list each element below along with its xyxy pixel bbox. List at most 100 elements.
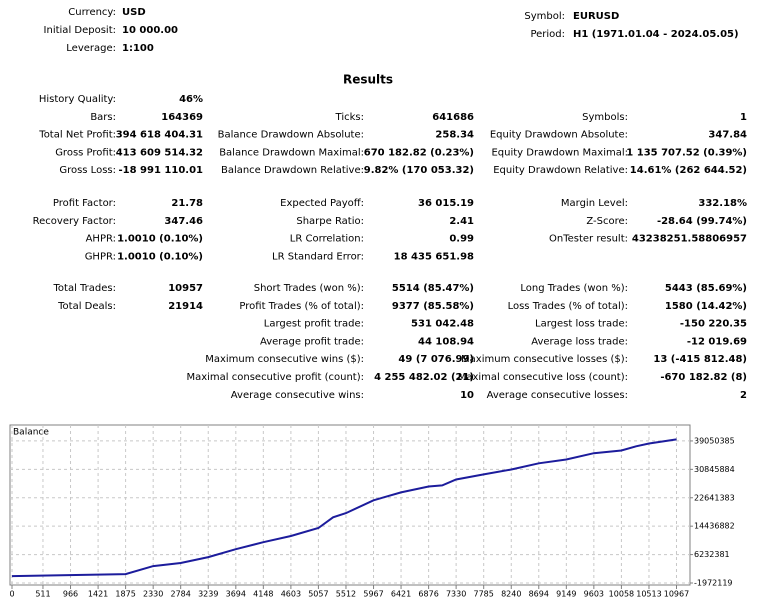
x-tick-label: 6421 [391, 590, 411, 599]
stat-label: Total Net Profit: [38, 130, 116, 141]
stat-value: 21914 [168, 301, 203, 312]
stat-label: Maximal consecutive loss (count): [458, 372, 628, 383]
stat-value: 13 (-415 812.48) [653, 354, 747, 365]
y-tick-label: -1972119 [694, 578, 733, 587]
stat-value: 21.78 [171, 198, 203, 209]
results-title: Results [343, 73, 393, 87]
stat-value: 347.46 [164, 216, 203, 227]
stat-value: 44 108.94 [418, 336, 474, 347]
x-tick-label: 10058 [609, 590, 634, 599]
stat-value: 43238251.58806957 [632, 234, 747, 245]
x-tick-label: 8694 [529, 590, 549, 599]
stat-value: 9377 (85.58%) [392, 301, 474, 312]
x-tick-label: 9603 [584, 590, 604, 599]
stat-label: OnTester result: [549, 234, 628, 245]
stat-label: Equity Drawdown Absolute: [490, 130, 628, 141]
stat-value: -12 019.69 [687, 336, 747, 347]
y-tick-label: 30845884 [694, 465, 735, 474]
stat-label: Long Trades (won %): [520, 283, 628, 294]
stat-value: 0.99 [449, 234, 474, 245]
stat-value: -670 182.82 (8) [660, 372, 747, 383]
stat-label: Maximum consecutive losses ($): [461, 354, 628, 365]
stat-label: Largest profit trade: [264, 319, 364, 330]
x-tick-label: 9149 [556, 590, 576, 599]
stat-label: Average consecutive wins: [231, 390, 364, 401]
chart-title: Balance [13, 428, 49, 438]
stat-label: Profit Factor: [53, 198, 116, 209]
x-tick-label: 3694 [226, 590, 246, 599]
header-value: H1 (1971.01.04 - 2024.05.05) [573, 29, 739, 40]
stat-label: Equity Drawdown Relative: [493, 165, 628, 176]
stat-label: Equity Drawdown Maximal: [491, 147, 628, 158]
stat-label: Gross Loss: [59, 165, 116, 176]
header-value: EURUSD [573, 11, 619, 22]
header-label: Period: [530, 29, 565, 40]
x-tick-label: 10967 [664, 590, 689, 599]
stat-value: 1.0010 (0.10%) [117, 234, 203, 245]
x-tick-label: 2330 [143, 590, 163, 599]
stat-value: 332.18% [698, 198, 747, 209]
stat-value: 4 255 482.02 (21) [374, 372, 474, 383]
stat-label: Average consecutive losses: [487, 390, 628, 401]
stat-label: Balance Drawdown Absolute: [218, 130, 364, 141]
stat-value: 9.82% (170 053.32) [364, 165, 474, 176]
stat-label: Margin Level: [561, 198, 628, 209]
stat-label: LR Correlation: [290, 234, 364, 245]
x-tick-label: 2784 [171, 590, 191, 599]
stat-label: Maximal consecutive profit (count): [186, 372, 364, 383]
x-tick-label: 5057 [308, 590, 328, 599]
header-value: 1:100 [122, 43, 154, 54]
stat-value: 46% [179, 94, 203, 105]
stat-label: AHPR: [86, 234, 116, 245]
stat-value: 670 182.82 (0.23%) [364, 147, 474, 158]
stat-value: 394 618 404.31 [116, 130, 203, 141]
stat-value: -150 220.35 [680, 319, 747, 330]
stat-label: Balance Drawdown Relative: [221, 165, 364, 176]
stat-label: Ticks: [335, 112, 364, 123]
stat-label: Balance Drawdown Maximal: [219, 147, 364, 158]
x-tick-label: 4603 [281, 590, 301, 599]
stat-value: 1 [740, 112, 747, 123]
stat-label: Loss Trades (% of total): [508, 301, 628, 312]
header-label: Leverage: [66, 43, 116, 54]
stat-value: 14.61% (262 644.52) [630, 165, 747, 176]
x-tick-label: 5512 [336, 590, 356, 599]
stat-label: GHPR: [85, 251, 116, 262]
stat-value: 413 609 514.32 [116, 147, 203, 158]
stat-value: 164369 [161, 112, 203, 123]
stat-label: Gross Profit: [55, 147, 116, 158]
header-label: Symbol: [524, 11, 565, 22]
stat-value: 49 (7 076.99) [398, 354, 474, 365]
stat-value: 10957 [168, 283, 203, 294]
stat-value: 5443 (85.69%) [665, 283, 747, 294]
stat-label: Profit Trades (% of total): [239, 301, 364, 312]
stat-label: Short Trades (won %): [254, 283, 364, 294]
stat-label: LR Standard Error: [272, 251, 364, 262]
stat-value: -28.64 (99.74%) [657, 216, 747, 227]
header-value: 10 000.00 [122, 25, 178, 36]
stat-value: 36 015.19 [418, 198, 474, 209]
stat-label: Recovery Factor: [33, 216, 116, 227]
stat-value: 258.34 [435, 130, 474, 141]
stat-label: Symbols: [582, 112, 628, 123]
y-tick-label: 14436882 [694, 522, 735, 531]
stat-label: Maximum consecutive wins ($): [205, 354, 364, 365]
stat-label: History Quality: [39, 94, 116, 105]
stat-value: -18 991 110.01 [119, 165, 204, 176]
stat-value: 10 [460, 390, 474, 401]
y-tick-label: 39050385 [694, 436, 735, 445]
header-label: Initial Deposit: [44, 25, 116, 36]
balance-line [11, 438, 677, 578]
header-value: USD [122, 7, 146, 18]
stat-value: 2.41 [449, 216, 474, 227]
chart-frame [9, 424, 691, 586]
stat-label: Expected Payoff: [280, 198, 364, 209]
x-tick-label: 511 [35, 590, 50, 599]
stat-label: Bars: [90, 112, 116, 123]
stat-value: 531 042.48 [411, 319, 474, 330]
x-tick-label: 7785 [474, 590, 494, 599]
stat-value: 1 135 707.52 (0.39%) [626, 147, 747, 158]
stat-value: 641686 [432, 112, 474, 123]
x-tick-label: 4148 [253, 590, 273, 599]
